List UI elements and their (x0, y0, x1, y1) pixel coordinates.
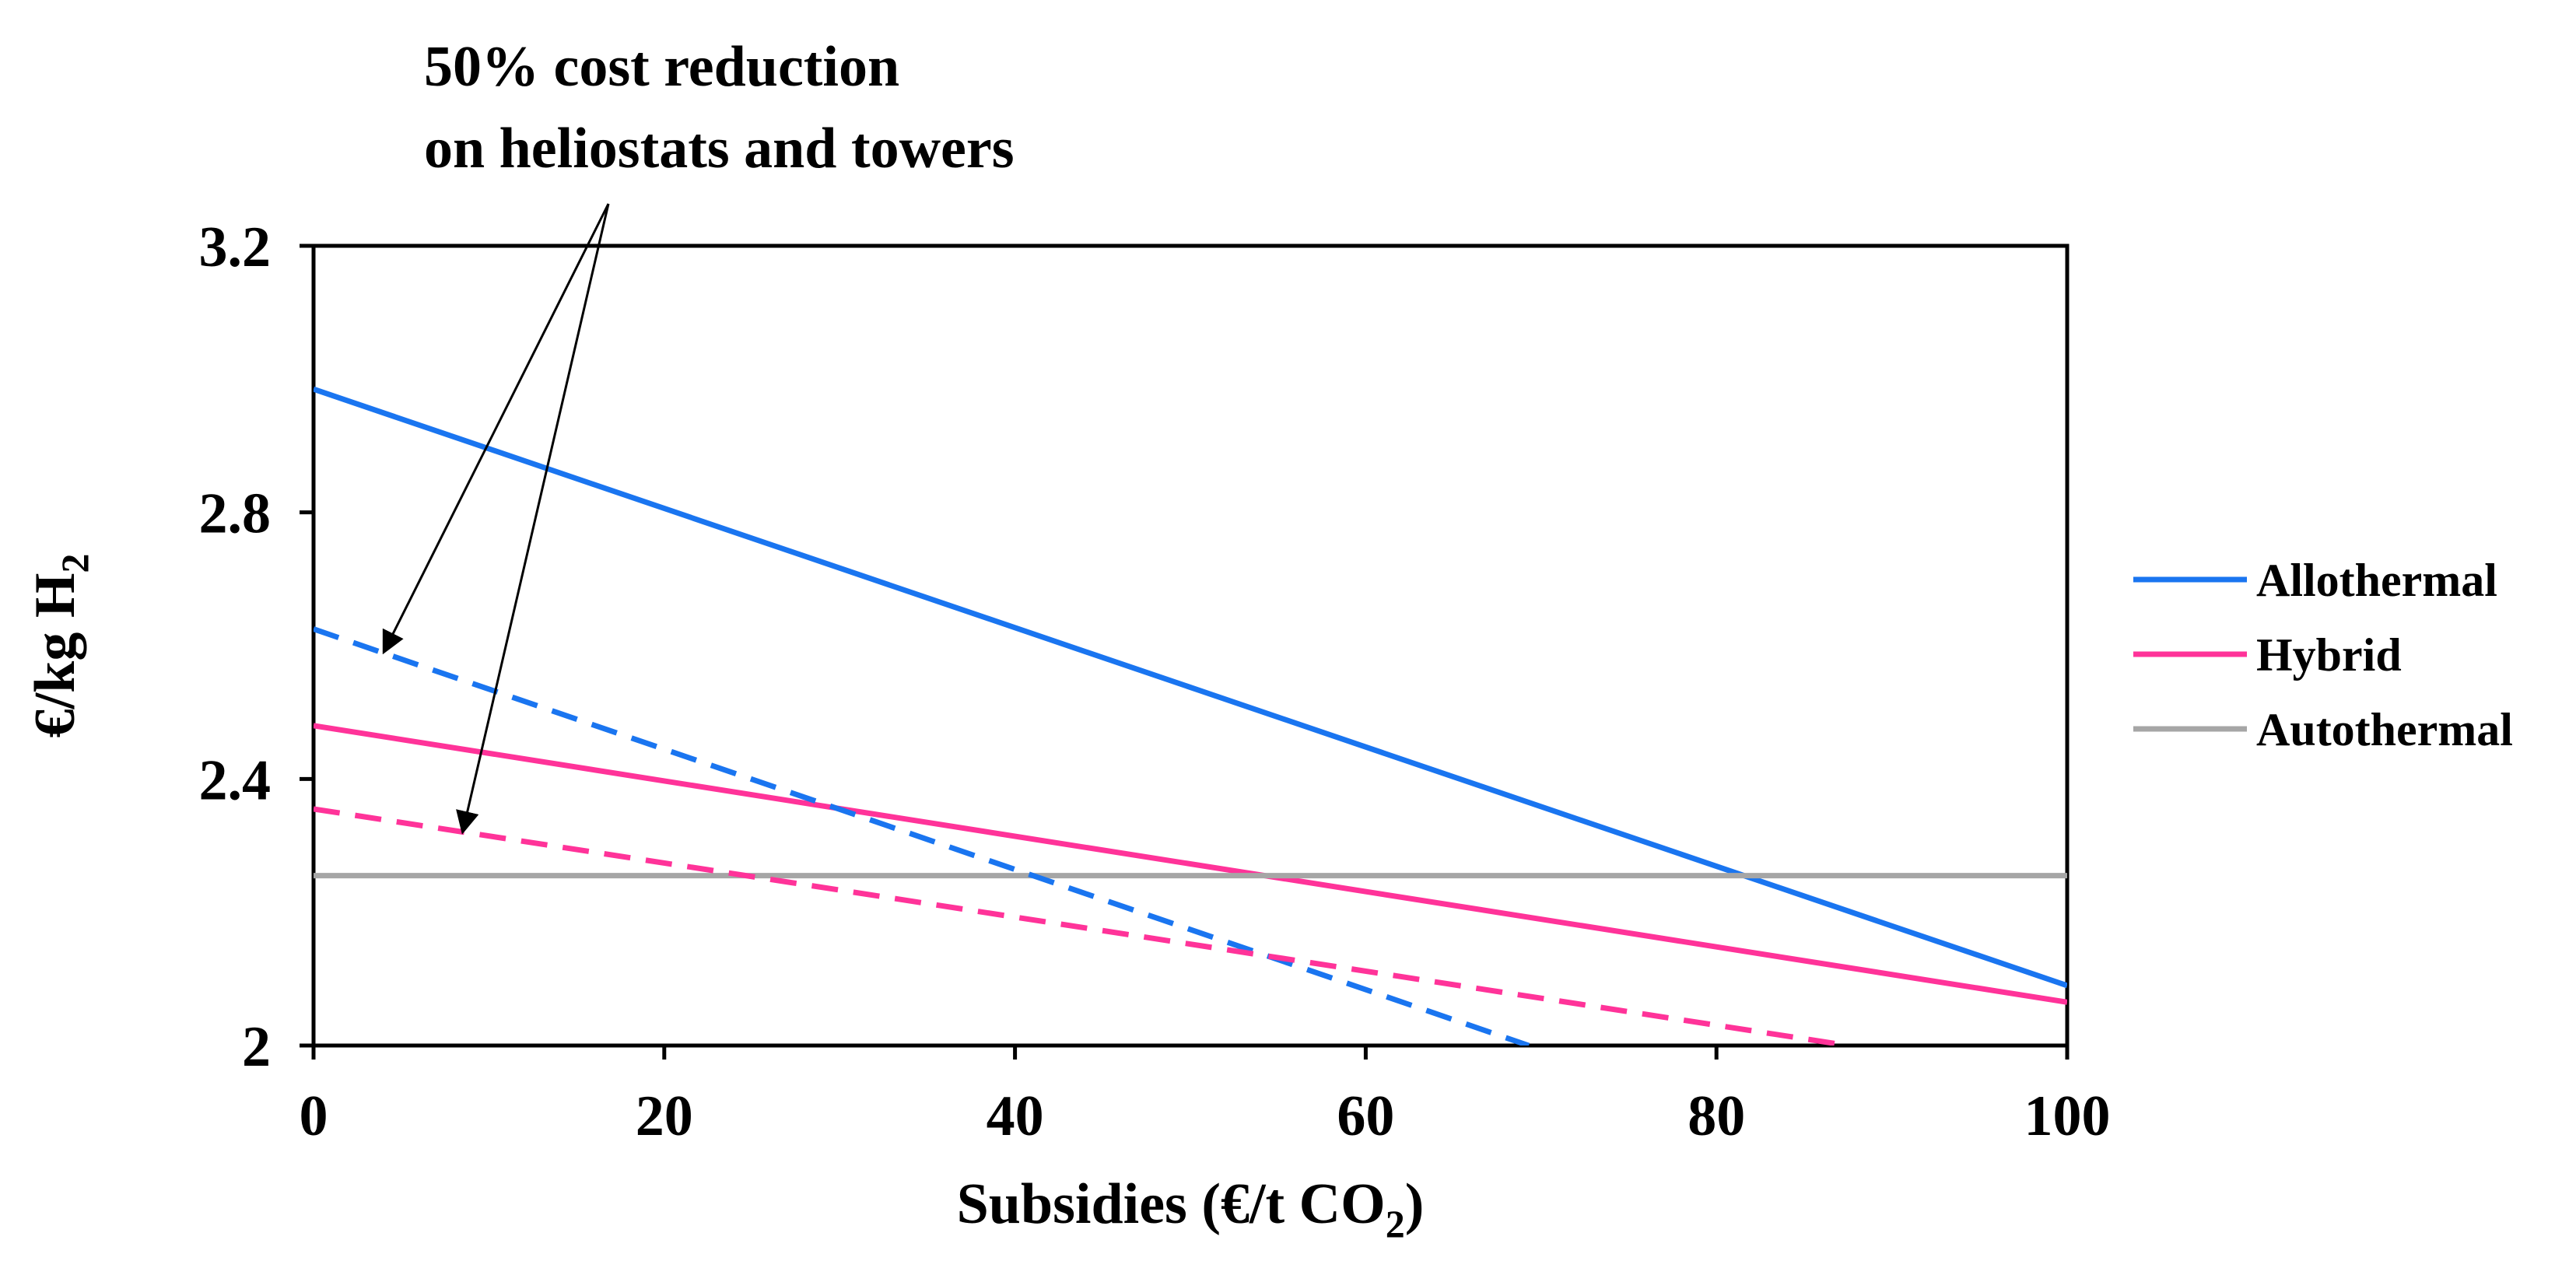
x-tick-label: 80 (1688, 1084, 1745, 1148)
x-tick-label: 0 (300, 1084, 328, 1148)
x-tick-label: 20 (636, 1084, 693, 1148)
ticks-layer: 0 20 40 60 80 100 2 2.4 2.8 3.2 (199, 215, 2111, 1148)
series-line-allothermal (314, 386, 2067, 989)
legend-label-autothermal: Autothermal (2256, 704, 2513, 755)
annotation-line-1: 50% cost reduction (424, 35, 899, 99)
x-tick-label: 60 (1337, 1084, 1394, 1148)
y-axis-title-subscript: 2 (53, 554, 96, 573)
annotation-line-2: on heliostats and towers (424, 117, 1015, 180)
annotation: 50% cost reduction on heliostats and tow… (382, 35, 1015, 835)
x-axis-title: Subsidies (€/t CO2) (957, 1172, 1425, 1245)
y-axis-title: €/kg H2 (23, 554, 96, 738)
plot-frame (311, 243, 2070, 1048)
x-tick-label: 100 (2024, 1084, 2111, 1148)
x-tick-label: 40 (987, 1084, 1044, 1148)
series-layer (314, 386, 2067, 1046)
annotation-arrow-1 (382, 203, 610, 655)
y-tick-label: 2 (242, 1015, 271, 1079)
legend-label-allothermal: Allothermal (2256, 555, 2497, 606)
legend-label-hybrid: Hybrid (2256, 629, 2402, 681)
x-axis-title-suffix: ) (1405, 1172, 1425, 1236)
series-line-allothermal-50-cost-reduction (314, 626, 1530, 1046)
x-axis-title-subscript: 2 (1386, 1202, 1405, 1245)
series-line-hybrid-50-cost-reduction (314, 806, 1849, 1046)
y-tick-label: 2.4 (199, 748, 272, 812)
y-tick-label: 2.8 (199, 482, 272, 546)
annotation-arrow-2 (456, 203, 610, 835)
y-tick-label: 3.2 (199, 215, 272, 279)
series-line-hybrid (314, 723, 2067, 1005)
legend: Allothermal Hybrid Autothermal (2133, 555, 2513, 755)
